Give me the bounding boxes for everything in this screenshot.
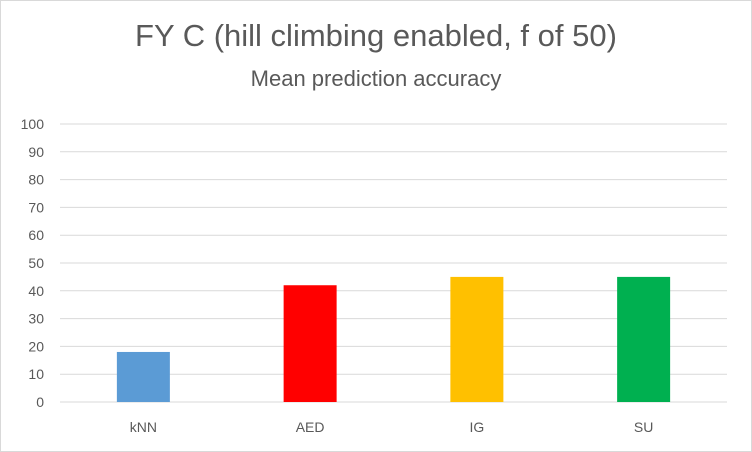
y-tick-label: 80 xyxy=(28,172,44,188)
y-tick-label: 30 xyxy=(28,311,44,327)
x-axis-ticks: kNN AED IG SU xyxy=(130,419,654,435)
x-tick-label: AED xyxy=(296,419,325,435)
y-tick-label: 60 xyxy=(28,227,44,243)
y-tick-label: 40 xyxy=(28,283,44,299)
bar-su xyxy=(617,276,671,402)
bar-ig xyxy=(450,276,504,402)
bars xyxy=(116,276,671,402)
y-axis-ticks: 0 10 20 30 40 50 60 70 80 90 100 xyxy=(21,116,45,410)
bar-aed xyxy=(283,285,337,402)
chart-subtitle: Mean prediction accuracy xyxy=(250,66,502,91)
y-tick-label: 10 xyxy=(28,366,44,382)
y-tick-label: 70 xyxy=(28,199,44,215)
y-tick-label: 0 xyxy=(36,394,44,410)
x-tick-label: SU xyxy=(634,419,653,435)
chart-title: FY C (hill climbing enabled, f of 50) xyxy=(135,18,617,53)
gridlines xyxy=(60,123,727,403)
y-tick-label: 50 xyxy=(28,255,44,271)
y-tick-label: 20 xyxy=(28,338,44,354)
y-tick-label: 100 xyxy=(21,116,45,132)
y-tick-label: 90 xyxy=(28,144,44,160)
bar-knn xyxy=(116,351,170,402)
x-tick-label: kNN xyxy=(130,419,157,435)
x-tick-label: IG xyxy=(469,419,484,435)
